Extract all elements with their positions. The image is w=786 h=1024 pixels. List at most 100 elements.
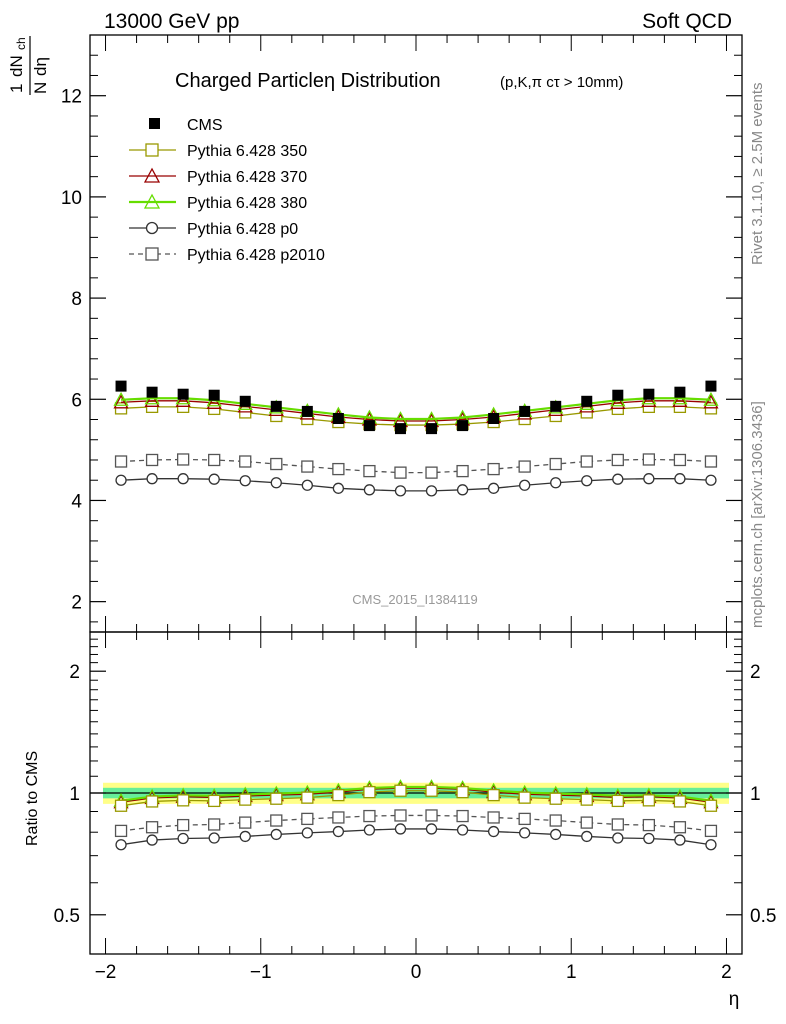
data-point	[113, 394, 129, 409]
data-point	[208, 453, 221, 467]
data-point	[457, 420, 469, 432]
data-point	[208, 832, 220, 844]
data-point	[208, 818, 221, 831]
y-tick-label-right: 1	[750, 784, 761, 805]
data-point	[518, 812, 531, 826]
data-point	[270, 400, 282, 412]
y-tick-label: 6	[71, 390, 82, 411]
data-point	[176, 818, 190, 832]
data-point	[114, 824, 128, 838]
data-point	[270, 814, 283, 827]
data-point	[145, 821, 159, 834]
data-point	[239, 455, 252, 468]
data-point	[270, 792, 283, 805]
svg-text:N: N	[31, 82, 50, 94]
data-point	[518, 460, 531, 473]
svg-text:dη: dη	[31, 57, 50, 76]
data-point	[456, 809, 469, 823]
svg-text:dN: dN	[7, 55, 26, 77]
data-point	[177, 388, 189, 400]
watermark: CMS_2015_I1384119	[352, 592, 478, 607]
legend-entry: Pythia 6.428 380	[129, 193, 307, 212]
mcplots-label: mcplots.cern.ch [arXiv:1306.3436]	[749, 401, 766, 628]
series-line	[120, 397, 712, 421]
data-point	[581, 830, 593, 843]
y-tick-label: 2	[71, 593, 82, 614]
legend-entry: Pythia 6.428 p2010	[129, 247, 325, 264]
data-point	[425, 784, 438, 797]
data-point	[332, 462, 345, 476]
main-y-ticks: 2 4 6 8 10 12	[61, 54, 742, 623]
data-point	[394, 423, 406, 435]
data-point	[643, 473, 655, 485]
data-point	[363, 484, 376, 496]
chart-title: Charged Particleη Distribution	[175, 70, 441, 92]
legend-entry: Pythia 6.428 350	[129, 143, 307, 160]
data-point	[144, 390, 160, 405]
data-point	[114, 799, 128, 812]
svg-text:1: 1	[7, 84, 26, 93]
data-point	[673, 795, 687, 808]
data-point	[146, 386, 158, 398]
data-point	[642, 818, 656, 832]
data-point	[705, 474, 717, 486]
data-point	[641, 392, 657, 407]
data-point	[549, 814, 562, 827]
data-point	[394, 823, 407, 835]
data-point	[176, 453, 190, 466]
y-tick-label: 4	[71, 491, 82, 512]
series-cms	[115, 380, 717, 435]
data-point	[239, 830, 251, 843]
legend-entry: Pythia 6.428 370	[129, 167, 307, 186]
x-tick-label: −1	[250, 962, 272, 983]
y-tick-label: 1	[69, 784, 80, 805]
ratio-x-ticks: −2 −1 0 1 2	[95, 632, 732, 983]
data-point	[208, 473, 220, 485]
data-point	[456, 824, 469, 836]
data-point	[301, 812, 314, 826]
data-point	[549, 457, 562, 471]
x-tick-label: 0	[411, 962, 422, 983]
data-point	[144, 392, 160, 407]
data-point	[672, 392, 688, 407]
data-point	[239, 793, 252, 806]
data-point	[643, 832, 655, 845]
data-point	[176, 794, 190, 807]
data-point	[145, 453, 159, 467]
legend-marker	[145, 143, 159, 157]
data-point	[301, 827, 313, 839]
data-point	[239, 475, 251, 487]
y-tick-label: 12	[61, 87, 82, 108]
data-point	[332, 788, 345, 802]
data-point	[425, 823, 438, 835]
legend-marker	[143, 167, 161, 183]
x-axis-label: η	[729, 989, 740, 1010]
legend-marker	[143, 193, 161, 209]
y-tick-label: 10	[61, 188, 82, 209]
data-point	[146, 473, 158, 485]
ratio-series-group	[113, 779, 719, 851]
legend-marker	[145, 221, 159, 235]
legend: CMS Pythia 6.428 350 Pythia 6.428 370 Pyth…	[129, 117, 325, 264]
data-point	[674, 834, 686, 846]
data-point	[612, 473, 624, 485]
data-point	[208, 794, 221, 808]
data-point	[177, 832, 189, 845]
y-tick-label: 8	[71, 289, 82, 310]
data-point	[239, 395, 251, 407]
data-point	[642, 453, 656, 466]
ratio-y-ticks: 0.5 0.5 1 1 2 2	[54, 638, 776, 927]
data-point	[705, 380, 717, 392]
data-point	[612, 389, 624, 401]
data-point	[518, 791, 531, 804]
data-point	[703, 394, 719, 409]
data-point	[580, 455, 593, 468]
series-pythia-6-428-p0	[115, 823, 717, 851]
data-point	[456, 464, 469, 478]
svg-text:ch: ch	[14, 37, 28, 50]
legend-marker	[145, 247, 159, 261]
data-point	[177, 473, 189, 485]
legend-label: Pythia 6.428 370	[187, 169, 307, 186]
header-left: 13000 GeV pp	[104, 10, 239, 33]
